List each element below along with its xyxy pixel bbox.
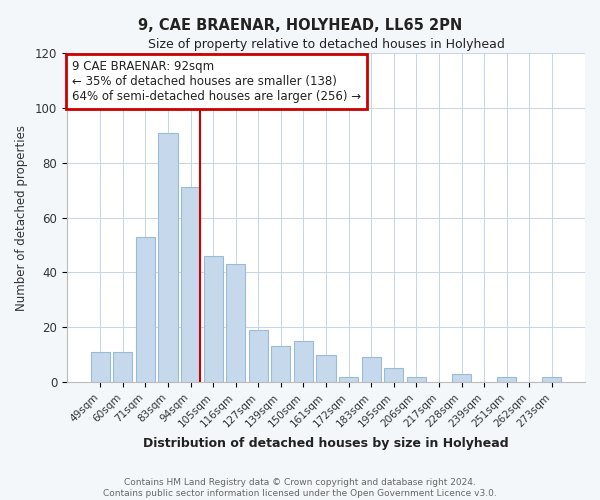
Bar <box>181 188 200 382</box>
Bar <box>248 330 268 382</box>
Bar <box>452 374 471 382</box>
Bar <box>203 256 223 382</box>
Text: 9, CAE BRAENAR, HOLYHEAD, LL65 2PN: 9, CAE BRAENAR, HOLYHEAD, LL65 2PN <box>138 18 462 32</box>
Bar <box>542 376 562 382</box>
Y-axis label: Number of detached properties: Number of detached properties <box>15 124 28 310</box>
Bar <box>407 376 426 382</box>
Bar <box>294 341 313 382</box>
Bar <box>136 237 155 382</box>
Bar <box>362 358 381 382</box>
Bar <box>91 352 110 382</box>
Bar <box>316 354 335 382</box>
Bar <box>271 346 290 382</box>
Bar <box>158 132 178 382</box>
X-axis label: Distribution of detached houses by size in Holyhead: Distribution of detached houses by size … <box>143 437 509 450</box>
Bar <box>113 352 133 382</box>
Bar <box>384 368 403 382</box>
Bar <box>339 376 358 382</box>
Bar <box>497 376 516 382</box>
Bar <box>226 264 245 382</box>
Title: Size of property relative to detached houses in Holyhead: Size of property relative to detached ho… <box>148 38 505 51</box>
Text: Contains HM Land Registry data © Crown copyright and database right 2024.
Contai: Contains HM Land Registry data © Crown c… <box>103 478 497 498</box>
Text: 9 CAE BRAENAR: 92sqm
← 35% of detached houses are smaller (138)
64% of semi-deta: 9 CAE BRAENAR: 92sqm ← 35% of detached h… <box>72 60 361 102</box>
